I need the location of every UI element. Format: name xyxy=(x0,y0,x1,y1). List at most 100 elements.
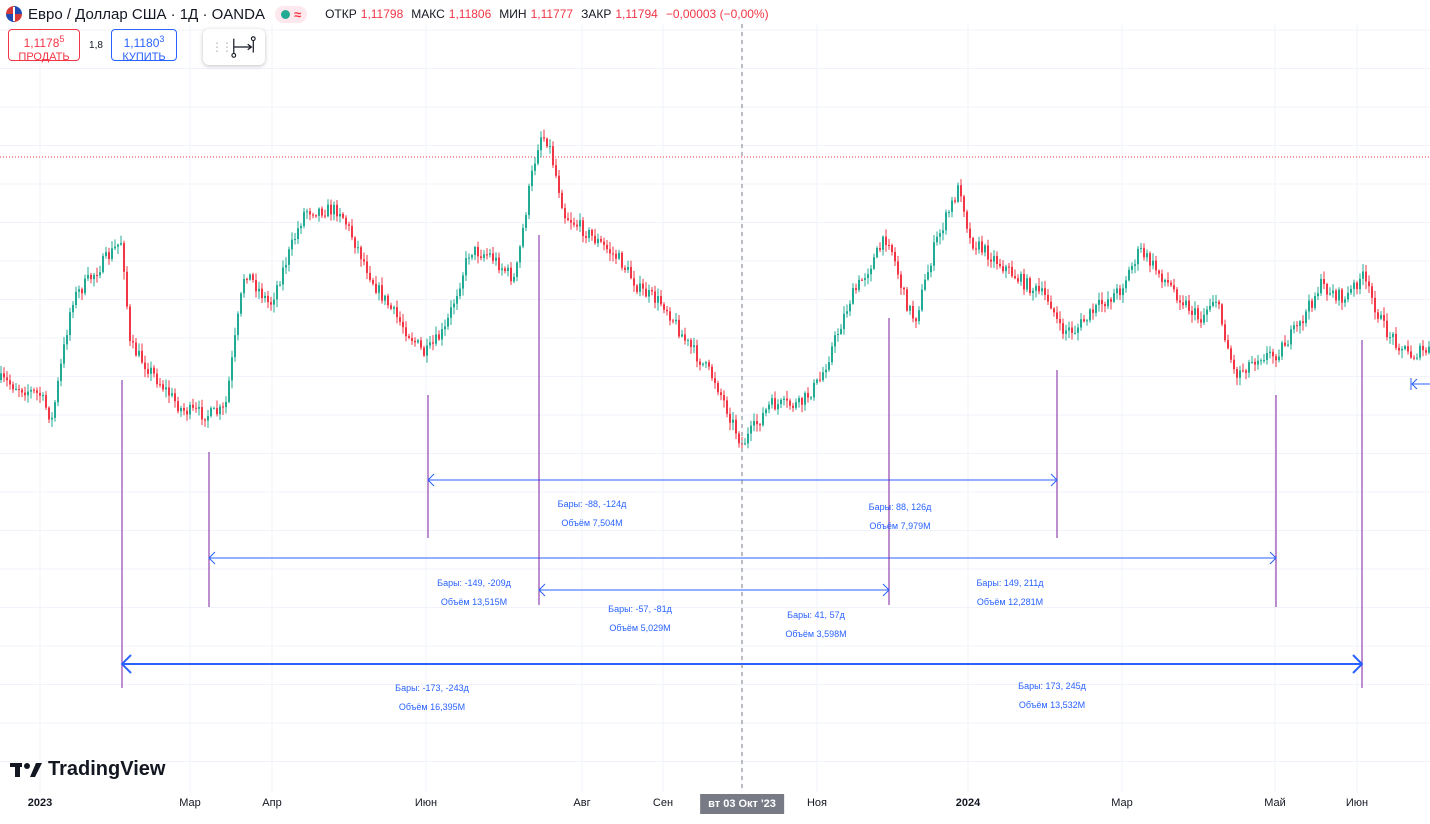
measurement-bars-label: Бары: -57, -81д xyxy=(608,604,672,614)
candle-body xyxy=(993,255,995,262)
candle-body xyxy=(117,244,119,247)
candle-body xyxy=(1389,337,1391,339)
candle-body xyxy=(921,289,923,311)
candle-body xyxy=(738,433,740,444)
date-range-drawings[interactable] xyxy=(120,235,1430,688)
candle-body xyxy=(1005,266,1007,272)
candle-body xyxy=(414,340,416,343)
candle-body xyxy=(1356,282,1358,290)
candle-body xyxy=(459,288,461,297)
candle-body xyxy=(531,170,533,187)
candle-body xyxy=(96,274,98,276)
time-tick: Май xyxy=(1264,797,1286,809)
candle-body xyxy=(1167,279,1169,283)
buy-button[interactable]: 1,11803 КУПИТЬ xyxy=(111,29,177,63)
buy-price-pip: 3 xyxy=(159,34,165,44)
drag-handle-icon[interactable]: ⋮⋮ xyxy=(211,40,233,54)
measurement-bars-label: Бары: -88, -124д xyxy=(557,499,627,509)
time-tick: Июн xyxy=(1345,797,1369,809)
market-status-badge[interactable]: ≈ xyxy=(274,5,308,23)
candle-body xyxy=(645,288,647,297)
candle-body xyxy=(369,272,371,280)
candle-body xyxy=(1374,297,1376,313)
candle-body xyxy=(846,311,848,314)
candle-body xyxy=(852,288,854,304)
brand-name: TradingView xyxy=(48,758,166,780)
candle-body xyxy=(1029,278,1031,294)
candle-body xyxy=(792,405,794,408)
candle-body xyxy=(225,401,227,408)
candle-body xyxy=(258,288,260,292)
candle-body xyxy=(69,312,71,336)
candle-body xyxy=(66,335,68,345)
buy-price: 1,1180 xyxy=(123,36,160,50)
candle-body xyxy=(192,404,194,408)
candle-body xyxy=(831,346,833,363)
candle-body xyxy=(300,226,302,229)
candle-body xyxy=(939,233,941,237)
candle-body xyxy=(1047,294,1049,302)
candle-body xyxy=(456,296,458,304)
date-range-icon[interactable] xyxy=(231,35,257,59)
candle-body xyxy=(1062,323,1064,334)
candle-body xyxy=(957,185,959,202)
candle-body xyxy=(249,274,251,280)
candle-body xyxy=(1104,304,1106,307)
candle-body xyxy=(390,305,392,309)
candle-body xyxy=(786,398,788,401)
candle-body xyxy=(810,397,812,399)
candle-body xyxy=(834,335,836,347)
candle-body xyxy=(1377,312,1379,319)
candle-body xyxy=(1203,314,1205,323)
candle-body xyxy=(393,307,395,309)
time-axis[interactable]: 2023 Мар Апр Июн Авг Сен Ноя 2024 Мар Ма… xyxy=(0,792,1430,816)
candle-body xyxy=(816,379,818,383)
candle-body xyxy=(432,342,434,344)
candle-body xyxy=(87,274,89,279)
candle-body xyxy=(189,404,191,415)
candle-body xyxy=(639,283,641,292)
candle-body xyxy=(1134,264,1136,266)
candle-body xyxy=(408,336,410,338)
candle-body xyxy=(0,373,2,380)
candle-body xyxy=(1017,278,1019,282)
high-value: 1,11806 xyxy=(448,7,492,21)
candle-body xyxy=(333,204,335,215)
candle-body xyxy=(342,213,344,218)
candle-body xyxy=(678,319,680,337)
arrow-left-icon xyxy=(427,473,435,487)
candle-body xyxy=(1209,305,1211,310)
measurement-bars-label: Бары: 41, 57д xyxy=(787,610,845,620)
candle-body xyxy=(462,275,464,289)
candle-body xyxy=(969,228,971,239)
candle-body xyxy=(978,241,980,250)
candle-body xyxy=(1308,300,1310,312)
candle-body xyxy=(984,245,986,253)
candle-body xyxy=(297,228,299,240)
symbol-header: Евро / Доллар США · 1Д · OANDA ≈ ОТКР 1,1… xyxy=(6,4,773,24)
candle-body xyxy=(330,204,332,215)
candle-body xyxy=(63,344,65,364)
candle-body xyxy=(18,388,20,390)
candle-body xyxy=(558,175,560,193)
candle-body xyxy=(711,366,713,379)
candle-body xyxy=(1137,248,1139,265)
sell-button[interactable]: 1,11785 ПРОДАТЬ xyxy=(8,29,80,63)
candle-body xyxy=(630,266,632,279)
candlestick-series xyxy=(0,129,1430,451)
candle-body xyxy=(1410,351,1412,358)
close-value: 1,11794 xyxy=(615,7,658,21)
candle-body xyxy=(1236,369,1238,378)
candle-body xyxy=(570,220,572,223)
candle-body xyxy=(1383,315,1385,321)
symbol-title[interactable]: Евро / Доллар США · 1Д · OANDA xyxy=(28,5,265,23)
candle-body xyxy=(1059,318,1061,324)
candle-body xyxy=(1053,308,1055,313)
candle-body xyxy=(141,350,143,363)
drawing-toolbar[interactable]: ⋮⋮ xyxy=(203,29,265,65)
candle-body xyxy=(1362,271,1364,279)
candle-body xyxy=(441,329,443,340)
candle-body xyxy=(1020,273,1022,282)
candle-body xyxy=(516,262,518,277)
